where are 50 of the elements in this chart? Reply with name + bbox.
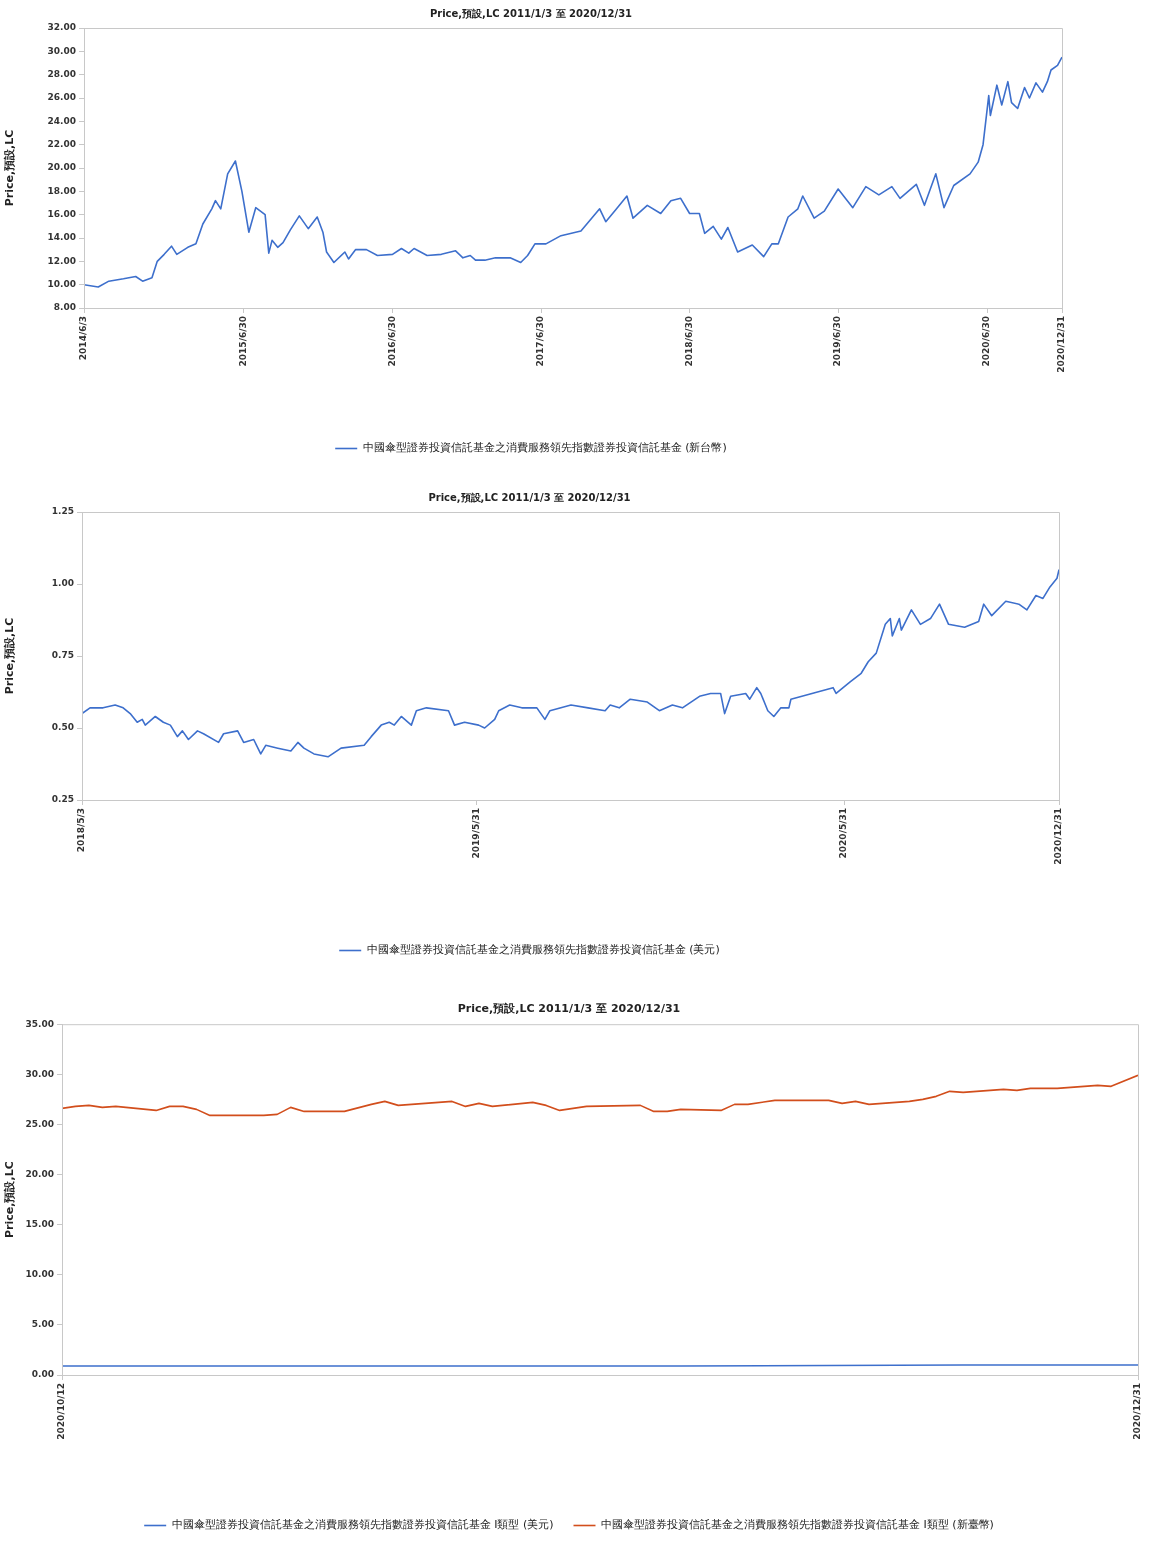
x-tick-label: 2020/12/31: [1132, 1383, 1143, 1440]
x-tick-label: 2018/5/3: [76, 808, 87, 853]
y-tick-label: 8.00: [53, 302, 76, 313]
x-tick-label: 2020/5/31: [838, 808, 849, 859]
x-tick-label: 2018/6/30: [683, 316, 694, 367]
y-axis-title: Price,預設,LC: [3, 1161, 17, 1238]
y-tick-label: 14.00: [47, 232, 76, 243]
y-tick-label: 0.50: [51, 722, 74, 733]
y-axis-title: Price,預設,LC: [3, 129, 17, 207]
chart-title: Price,預設,LC 2011/1/3 至 2020/12/31: [428, 491, 631, 503]
y-tick-label: 10.00: [47, 279, 76, 290]
y-tick-label: 16.00: [47, 209, 76, 220]
y-tick-label: 24.00: [47, 115, 76, 126]
chart-title: Price,預設,LC 2011/1/3 至 2020/12/31: [429, 7, 633, 19]
y-tick-label: 30.00: [47, 45, 76, 56]
y-tick-label: 25.00: [25, 1118, 54, 1129]
y-tick-label: 0.75: [51, 650, 74, 661]
y-tick-label: 20.00: [25, 1168, 54, 1179]
legend-label: 中國傘型證券投資信託基金之消費服務領先指數證券投資信託基金 (美元): [366, 943, 720, 957]
y-tick-label: 1.25: [51, 506, 74, 517]
y-tick-label: 35.00: [25, 1018, 54, 1029]
x-tick-label: 2020/12/31: [1053, 808, 1064, 865]
y-tick-label: 22.00: [47, 139, 76, 150]
y-tick-label: 12.00: [47, 255, 76, 266]
y-tick-label: 30.00: [25, 1068, 54, 1079]
y-tick-label: 32.00: [47, 22, 76, 33]
x-tick-label: 2019/6/30: [832, 316, 843, 367]
y-tick-label: 28.00: [47, 69, 76, 80]
x-tick-label: 2020/6/30: [981, 316, 992, 367]
y-tick-label: 10.00: [25, 1269, 54, 1280]
chart-title: Price,預設,LC 2011/1/3 至 2020/12/31: [457, 1002, 681, 1016]
y-tick-label: 26.00: [47, 92, 76, 103]
y-tick-label: 20.00: [47, 162, 76, 173]
x-tick-label: 2015/6/30: [237, 316, 248, 367]
y-tick-label: 1.00: [51, 578, 74, 589]
legend-label: 中國傘型證券投資信託基金之消費服務領先指數證券投資信託基金 I類型 (新臺幣): [601, 1518, 994, 1532]
x-tick-label: 2014/6/3: [78, 316, 89, 361]
y-tick-label: 15.00: [25, 1219, 54, 1229]
y-axis-title: Price,預設,LC: [3, 617, 17, 695]
x-tick-label: 2020/12/31: [1056, 316, 1067, 373]
y-tick-label: 0.25: [51, 794, 74, 805]
x-tick-label: 2020/10/12: [56, 1383, 67, 1440]
x-tick-label: 2016/6/30: [386, 316, 397, 367]
y-tick-label: 5.00: [31, 1319, 54, 1330]
legend-label: 中國傘型證券投資信託基金之消費服務領先指數證券投資信託基金 I類型 (美元): [171, 1518, 554, 1532]
legend-label: 中國傘型證券投資信託基金之消費服務領先指數證券投資信託基金 (新台幣): [362, 441, 727, 455]
y-tick-label: 0.00: [31, 1369, 54, 1380]
y-tick-label: 18.00: [47, 185, 76, 196]
x-tick-label: 2017/6/30: [535, 316, 546, 367]
x-tick-label: 2019/5/31: [470, 808, 481, 859]
